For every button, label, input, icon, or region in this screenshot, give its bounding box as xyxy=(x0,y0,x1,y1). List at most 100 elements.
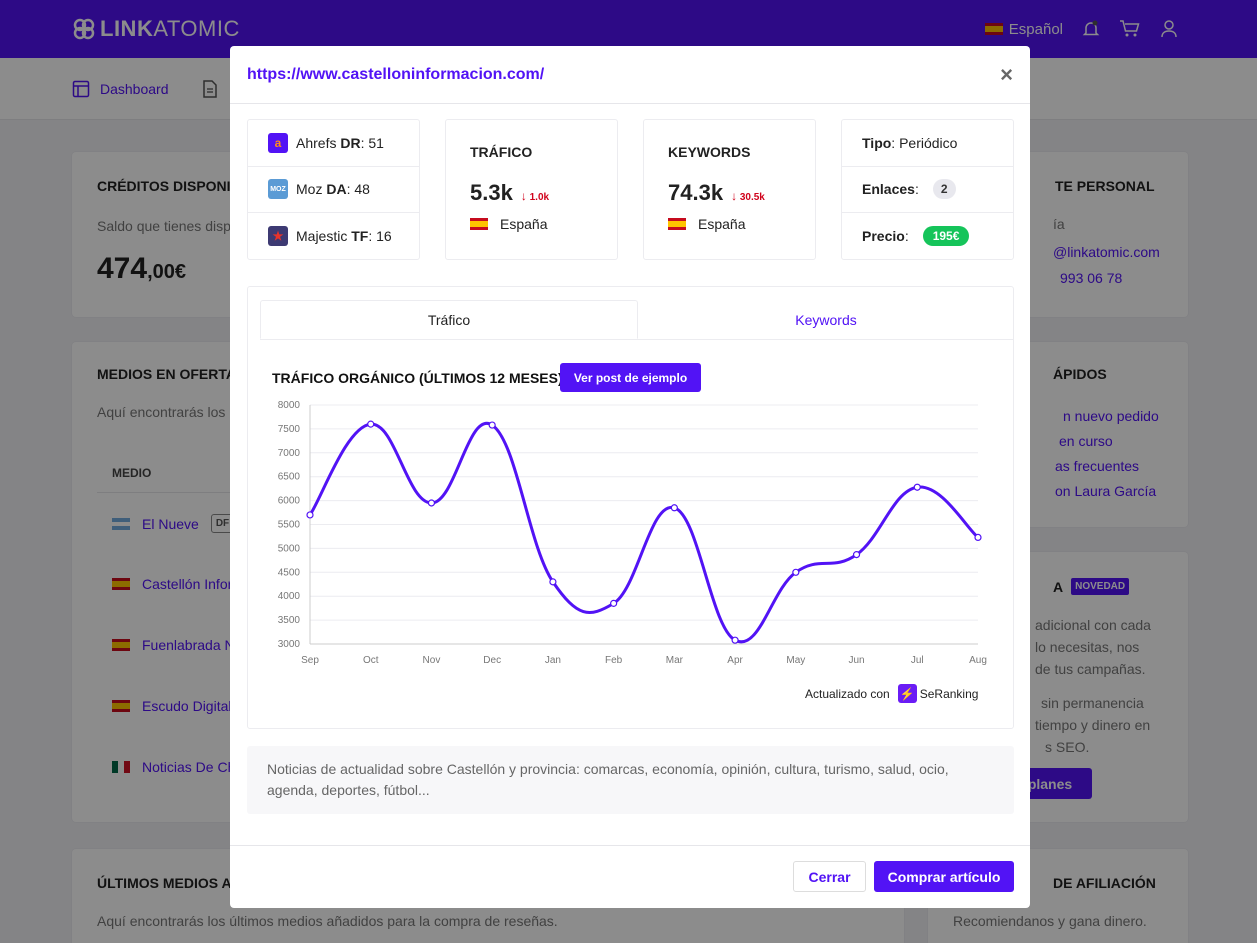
x-tick-label: Nov xyxy=(423,655,441,666)
metric-moz: MOZ Moz DA: 48 xyxy=(248,167,419,213)
close-icon[interactable]: × xyxy=(1000,61,1013,87)
agent-title: TE PERSONAL xyxy=(1055,178,1155,194)
y-tick-label: 5000 xyxy=(278,543,301,554)
close-button[interactable]: Cerrar xyxy=(793,861,866,892)
data-point xyxy=(974,533,982,542)
y-tick-label: 6500 xyxy=(278,472,301,483)
traffic-line-chart: 3000 3500 4000 4500 5000 5500 6000 6500 7000 7500… xyxy=(278,400,987,666)
credits-amount-int: 474 xyxy=(97,252,148,285)
info-type-value: : Periódico xyxy=(891,134,958,151)
nav-dashboard-label: Dashboard xyxy=(100,81,169,97)
metric-name: Majestic xyxy=(296,228,348,245)
offer-col-media: MEDIO xyxy=(112,466,152,480)
y-tick-label: 7000 xyxy=(278,448,301,459)
language-selector[interactable]: Español xyxy=(984,20,1063,38)
keywords-delta-value: 30.5k xyxy=(739,192,765,203)
document-icon xyxy=(203,80,217,98)
nav-dashboard[interactable]: Dashboard xyxy=(72,80,169,98)
language-label: Español xyxy=(1008,20,1063,38)
metric-value: : 48 xyxy=(346,181,370,198)
quick-link[interactable]: as frecuentes xyxy=(1055,458,1140,474)
offer-row[interactable]: Noticias De Ch xyxy=(112,759,235,775)
traffic-stat: TRÁFICO 5.3k ↓ 1.0k España xyxy=(445,119,618,260)
spain-flag-icon xyxy=(984,23,1003,35)
bell-icon[interactable] xyxy=(1081,19,1101,39)
media-url-link[interactable]: https://www.castelloninformacion.com/ xyxy=(247,65,545,83)
tab-traffic[interactable]: Tráfico xyxy=(260,300,638,339)
quick-link[interactable]: en curso xyxy=(1059,433,1113,449)
y-tick-label: 5500 xyxy=(278,520,301,531)
price-badge: 195€ xyxy=(922,226,970,247)
traffic-series-line xyxy=(308,421,980,644)
offer-row-name[interactable]: Escudo Digital xyxy=(142,698,232,714)
offer-row-name[interactable]: Noticias De Ch xyxy=(142,759,236,775)
affiliate-text: Recomiendanos y gana dinero. xyxy=(953,913,1147,929)
quick-link[interactable]: on Laura García xyxy=(1055,483,1157,499)
x-tick-label: May xyxy=(786,655,805,666)
x-tick-label: Apr xyxy=(727,655,743,666)
news-text: adicional con cada xyxy=(1035,617,1151,633)
logo[interactable]: LINK ATOMIC xyxy=(72,16,240,42)
modal-header: https://www.castelloninformacion.com/ × xyxy=(230,46,1030,104)
description-text: Noticias de actualidad sobre Castellón y… xyxy=(267,761,949,798)
metric-ahrefs-text: Ahrefs DR: 51 xyxy=(296,135,384,151)
quick-link[interactable]: n nuevo pedido xyxy=(1063,408,1159,424)
y-tick-label: 4500 xyxy=(278,567,301,578)
y-tick-label: 4000 xyxy=(278,591,301,602)
agent-email[interactable]: @linkatomic.com xyxy=(1053,244,1160,260)
news-text: lo necesitas, nos xyxy=(1035,639,1140,655)
x-tick-label: Jan xyxy=(545,655,561,666)
tab-keywords[interactable]: Keywords xyxy=(795,311,857,328)
data-point xyxy=(670,504,678,512)
metric-key: TF xyxy=(351,228,369,245)
metric-key: DR xyxy=(340,134,361,151)
chart-tabs: Tráfico Keywords xyxy=(260,300,1014,340)
agent-phone[interactable]: 993 06 78 xyxy=(1060,270,1123,286)
provider-name: SeRanking xyxy=(919,686,979,701)
argentina-flag-icon xyxy=(112,517,130,530)
offer-row[interactable]: Fuenlabrada N xyxy=(112,637,235,653)
keywords-country: España xyxy=(698,216,746,232)
seranking-icon: ⚡ xyxy=(897,684,917,703)
info-price-label: Precio xyxy=(862,228,905,245)
data-point xyxy=(610,599,618,607)
keywords-delta: ↓ 30.5k xyxy=(731,189,765,203)
offer-row-name[interactable]: Fuenlabrada N xyxy=(142,637,235,653)
chart-footer: Actualizado con ⚡ SeRanking xyxy=(805,684,978,703)
user-icon[interactable] xyxy=(1159,19,1179,39)
x-tick-label: Aug xyxy=(969,655,987,666)
news-text: sin permanencia xyxy=(1041,695,1144,711)
metric-name: Ahrefs xyxy=(296,134,337,151)
offer-text: Aquí encontrarás los xyxy=(97,404,226,420)
links-count-badge: 2 xyxy=(932,179,956,200)
offer-row[interactable]: El Nueve DF xyxy=(112,514,235,533)
logo-icon xyxy=(73,18,95,40)
buy-article-button[interactable]: Comprar artículo xyxy=(874,861,1014,892)
chart-panel: Tráfico Keywords TRÁFICO ORGÁNICO (ÚLTIM… xyxy=(247,286,1014,729)
x-tick-label: Feb xyxy=(605,655,623,666)
metric-value: : 51 xyxy=(360,134,384,151)
logo-text-bold: LINK xyxy=(100,16,154,41)
offer-row[interactable]: Escudo Digital xyxy=(112,698,232,714)
updated-label: Actualizado con xyxy=(805,686,890,701)
news-text: tiempo y dinero en xyxy=(1035,717,1151,733)
offer-row[interactable]: Castellón Infor xyxy=(112,576,232,592)
metric-name: Moz xyxy=(296,181,323,198)
x-tick-label: Jun xyxy=(848,655,864,666)
media-detail-modal: https://www.castelloninformacion.com/ × … xyxy=(230,46,1030,908)
x-tick-label: Jul xyxy=(911,655,924,666)
cart-icon[interactable] xyxy=(1119,19,1141,39)
credits-amount: 474,00€ xyxy=(97,252,879,286)
data-point xyxy=(488,421,496,429)
y-tick-label: 8000 xyxy=(278,400,301,411)
spain-flag-icon xyxy=(470,218,488,230)
x-tick-label: Dec xyxy=(483,655,501,666)
offer-row-name[interactable]: Castellón Infor xyxy=(142,576,233,592)
offer-row-name[interactable]: El Nueve xyxy=(142,515,199,532)
example-post-button[interactable]: Ver post de ejemplo xyxy=(560,363,701,392)
traffic-country: España xyxy=(500,216,548,232)
nav-documents[interactable] xyxy=(202,80,218,103)
info-price: Precio:195€ xyxy=(842,213,1013,260)
traffic-delta: ↓ 1.0k xyxy=(521,189,549,203)
data-point xyxy=(792,568,800,576)
